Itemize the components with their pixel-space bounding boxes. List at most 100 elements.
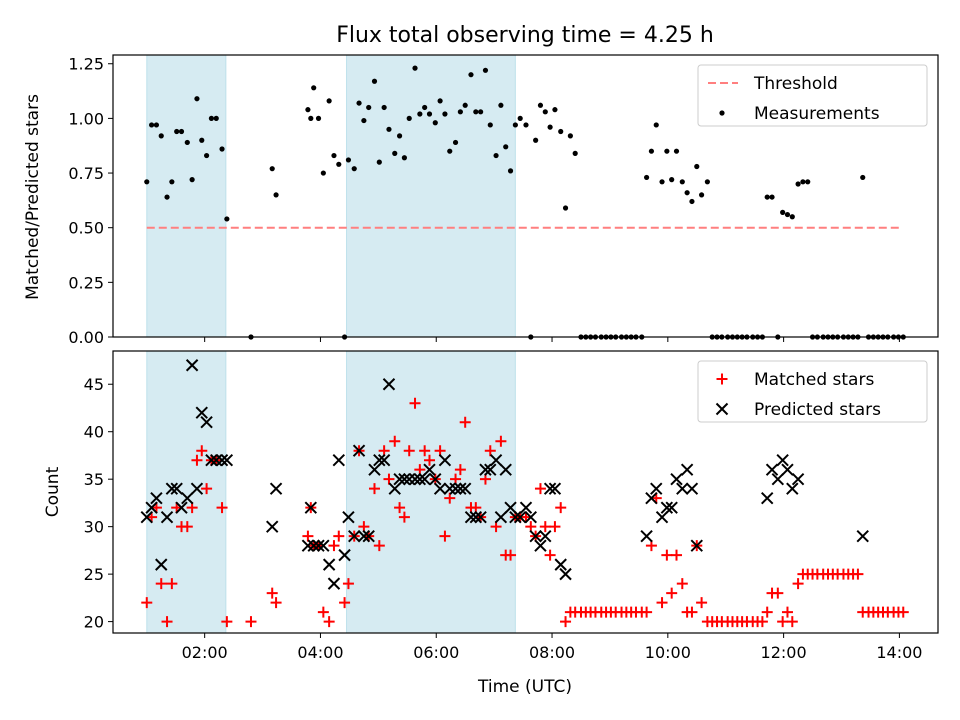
top-series-0-point-89 xyxy=(648,148,655,154)
top-series-0-point-74 xyxy=(572,150,578,156)
bottom-series-0-point-28 xyxy=(339,597,351,609)
bottom-series-1-point-9 xyxy=(185,359,199,372)
bottom-series-1-point-76 xyxy=(660,501,674,514)
bottom-series-1-point-23 xyxy=(317,539,330,552)
top-series-0-point-68 xyxy=(542,109,548,115)
bottom-series-1-point-32 xyxy=(362,529,375,543)
top-series-0-point-24 xyxy=(320,170,326,176)
top-series-0-point-58 xyxy=(493,152,499,159)
bottom-series-0-point-29 xyxy=(342,578,354,590)
bottom-series-0-point-44 xyxy=(419,445,431,457)
bottom-series-1-point-55 xyxy=(479,463,492,476)
top-series-0-point-62 xyxy=(512,122,518,128)
bottom-series-0-point-114 xyxy=(772,587,784,599)
top-series-0-point-100 xyxy=(704,179,710,185)
top-series-0-point-69 xyxy=(547,124,553,130)
top-series-0-point-55 xyxy=(478,109,484,115)
bottom-series-0-point-35 xyxy=(373,540,385,552)
top-series-0-point-38 xyxy=(392,150,398,156)
bottom-series-1-point-45 xyxy=(429,472,442,486)
top-series-0-point-33 xyxy=(366,104,372,111)
bottom-series-1-point-43 xyxy=(418,472,431,486)
bottom-y-tick-label-4: 40 xyxy=(84,423,104,442)
bottom-series-1-point-85 xyxy=(771,472,785,486)
top-legend: Threshold Measurements xyxy=(697,64,928,127)
bottom-x-tick-label-3: 08:00 xyxy=(529,643,575,662)
bottom-series-1-point-57 xyxy=(489,453,503,467)
bottom-series-1-point-14 xyxy=(210,453,223,467)
bottom-series-1-point-50 xyxy=(454,482,467,495)
top-series-0-point-112 xyxy=(764,194,770,200)
top-series-0-point-12 xyxy=(203,152,210,159)
bottom-shaded-span-1 xyxy=(346,350,516,634)
bottom-series-0-point-116 xyxy=(781,606,793,618)
top-series-0-point-44 xyxy=(422,104,428,111)
bottom-series-1-point-15 xyxy=(215,453,229,467)
bottom-series-1-point-18 xyxy=(269,482,283,495)
bottom-series-0-point-39 xyxy=(394,502,406,514)
bottom-series-1-point-21 xyxy=(307,539,320,552)
top-series-0-point-52 xyxy=(462,102,468,108)
top-series-0-point-40 xyxy=(401,155,408,161)
top-series-0-point-36 xyxy=(381,104,387,111)
bottom-series-0-point-71 xyxy=(555,502,567,514)
top-series-0-point-113 xyxy=(769,194,775,200)
bottom-series-0-point-115 xyxy=(777,616,789,628)
bottom-x-tick-label-1: 04:00 xyxy=(297,643,343,662)
top-y-tick-label-5: 1.25 xyxy=(68,55,104,74)
bottom-series-0-point-12 xyxy=(201,483,213,495)
bottom-series-0-point-40 xyxy=(398,511,410,523)
top-series-0-point-90 xyxy=(653,122,659,128)
top-series-0-point-9 xyxy=(189,177,195,183)
bottom-series-1-point-10 xyxy=(190,482,204,495)
top-series-0-point-91 xyxy=(659,179,665,185)
bottom-series-1-point-6 xyxy=(170,482,183,495)
bottom-series-1-point-0 xyxy=(140,510,153,524)
bottom-series-1-point-49 xyxy=(449,482,462,495)
top-series-0-point-32 xyxy=(361,117,367,124)
bottom-shaded-span-0 xyxy=(146,350,227,634)
bottom-series-1-point-51 xyxy=(458,482,472,495)
x-axis-label: Time (UTC) xyxy=(477,677,572,697)
top-series-0-point-119 xyxy=(800,179,806,185)
top-series-0-point-30 xyxy=(351,166,357,172)
top-series-0-point-57 xyxy=(487,122,493,128)
bottom-series-0-point-11 xyxy=(196,445,208,457)
top-series-0-point-37 xyxy=(386,126,392,132)
top-series-0-point-66 xyxy=(533,137,539,143)
bottom-series-1-point-28 xyxy=(342,510,355,524)
bottom-y-tick-label-1: 25 xyxy=(84,565,104,584)
bottom-legend-box xyxy=(697,360,928,423)
top-y-tick-label-0: 0.00 xyxy=(68,328,104,347)
bottom-x-tick-label-4: 10:00 xyxy=(645,643,691,662)
bottom-series-1-point-17 xyxy=(266,520,279,533)
bottom-series-1-point-72 xyxy=(640,529,653,543)
bottom-series-1-point-73 xyxy=(645,491,658,505)
top-series-0-point-59 xyxy=(498,102,504,108)
top-series-0-point-7 xyxy=(178,128,185,135)
top-series-0-point-10 xyxy=(194,96,200,102)
top-series-0-point-0 xyxy=(144,179,150,185)
bottom-series-1-point-56 xyxy=(484,463,497,476)
top-series-0-point-31 xyxy=(356,100,362,106)
bottom-series-1-point-79 xyxy=(676,482,689,495)
top-series-0-point-120 xyxy=(805,179,811,185)
top-y-tick-label-2: 0.50 xyxy=(68,219,104,238)
bottom-legend-marker-1 xyxy=(715,402,729,416)
bottom-series-1-point-5 xyxy=(165,482,179,495)
top-y-tick-label-3: 0.75 xyxy=(68,164,104,183)
bottom-series-0-point-130 xyxy=(852,568,864,580)
bottom-series-1-point-11 xyxy=(195,406,208,419)
top-series-0-point-115 xyxy=(780,209,786,215)
bottom-series-0-point-112 xyxy=(761,606,773,618)
bottom-series-1-point-24 xyxy=(322,558,336,571)
top-legend-label-1: Measurements xyxy=(754,104,880,124)
top-series-0-point-1 xyxy=(148,122,155,128)
bottom-series-1-point-41 xyxy=(408,472,422,486)
bottom-series-0-point-17 xyxy=(245,616,257,628)
bottom-series-1-point-82 xyxy=(690,539,703,552)
bottom-series-1-point-26 xyxy=(332,453,345,467)
bottom-series-0-point-27 xyxy=(333,530,345,542)
bottom-series-1-point-20 xyxy=(304,501,318,514)
bottom-legend-label-0: Matched stars xyxy=(754,370,874,390)
